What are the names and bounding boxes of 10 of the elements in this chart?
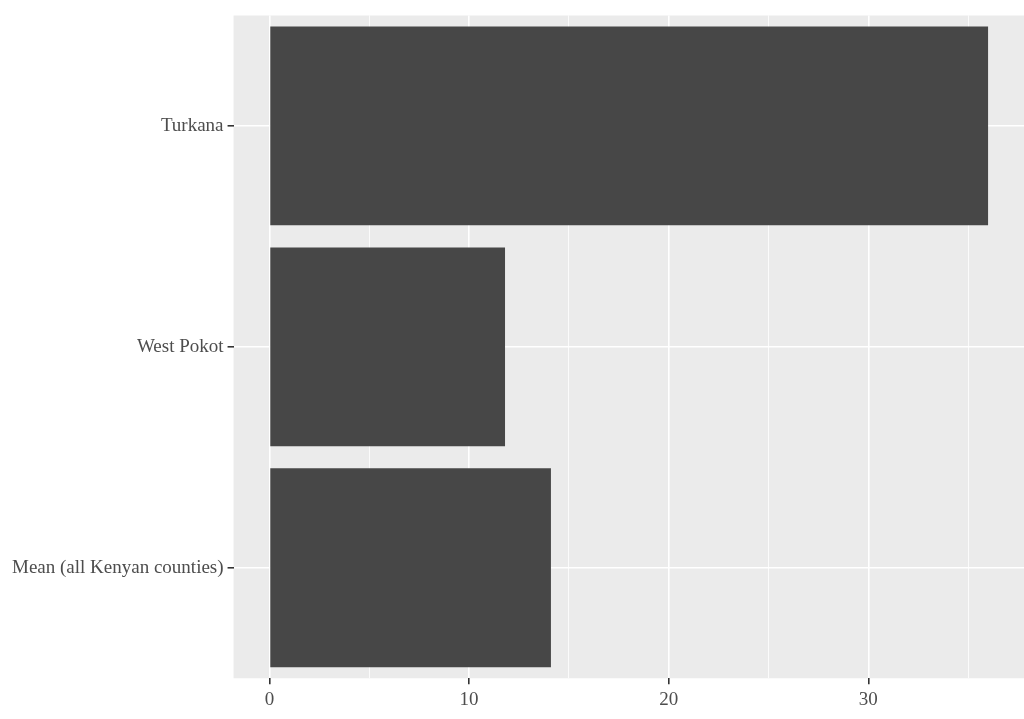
x-tick-label: 20 (659, 687, 679, 709)
x-tick-label: 30 (858, 687, 878, 709)
bar (270, 26, 989, 226)
x-tick-label: 0 (264, 687, 275, 709)
x-tick-label: 10 (459, 687, 479, 709)
bar (270, 247, 506, 447)
bar (270, 468, 551, 668)
y-tick-label: Turkana (160, 113, 225, 135)
y-tick-label: West Pokot (136, 334, 225, 356)
y-tick-label: Mean (all Kenyan counties) (12, 555, 224, 578)
